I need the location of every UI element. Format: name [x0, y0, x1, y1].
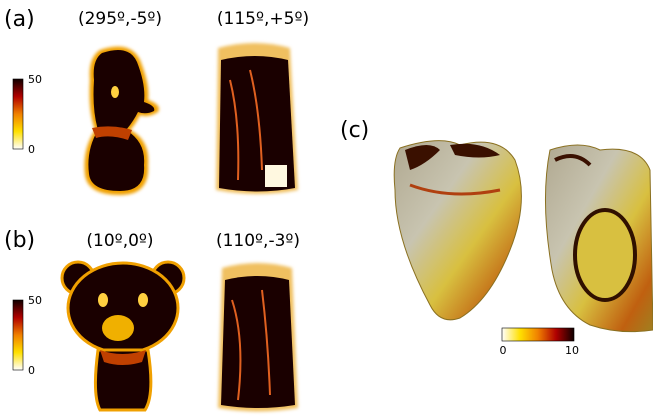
- bear-front-view: [60, 260, 186, 412]
- panel-label: (c): [340, 118, 369, 143]
- colorbar-tick: 10: [565, 344, 579, 357]
- panel-label: (b): [4, 228, 35, 253]
- can-side-view: [216, 43, 298, 194]
- heart-front-view: [393, 140, 522, 321]
- can-angled-view: [218, 263, 298, 412]
- colorbar: [12, 78, 24, 150]
- panel-label: (a): [4, 7, 35, 32]
- view-angle: (10º,0º): [86, 231, 153, 251]
- colorbar: [501, 327, 575, 342]
- colorbar-tick: 0: [28, 143, 35, 156]
- heart-side-view: [544, 144, 653, 333]
- bear-side-view: [84, 46, 159, 195]
- view-angle: (295º,-5º): [78, 9, 162, 29]
- view-angle: (110º,-3º): [216, 231, 300, 251]
- colorbar: [12, 299, 24, 371]
- colorbar-tick: 0: [28, 364, 35, 377]
- colorbar-tick: 0: [500, 344, 507, 357]
- colorbar-tick: 50: [28, 73, 42, 86]
- colorbar-tick: 50: [28, 294, 42, 307]
- view-angle: (115º,+5º): [217, 9, 309, 29]
